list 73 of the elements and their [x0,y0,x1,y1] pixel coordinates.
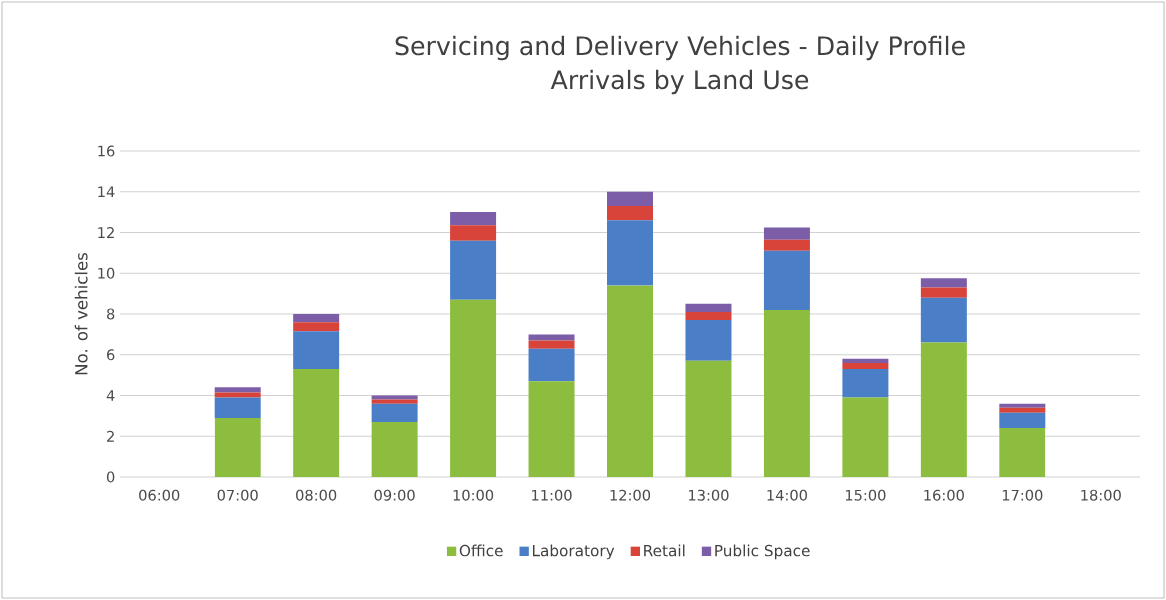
x-tick-label: 11:00 [532,489,572,501]
legend-label: Office [459,544,503,557]
bar [763,250,810,310]
bar [763,309,810,477]
y-tick-label: 12 [98,227,114,238]
x-tick-label: 14:00 [767,489,807,501]
bar [371,399,418,404]
bar [685,360,732,477]
x-tick-label: 07:00 [217,489,258,501]
x-tick-label: 10:00 [453,489,494,501]
bar [607,206,654,221]
bar [607,220,654,286]
y-tick-label: 10 [98,267,115,279]
bar [528,334,575,341]
bar [371,421,418,477]
bar [371,403,418,422]
bar [607,285,654,477]
x-tick-label: 08:00 [296,489,337,501]
bar [293,314,340,323]
x-tick-label: 16:00 [924,489,964,501]
bar [371,395,418,400]
bar [450,240,497,300]
y-tick-label: 6 [107,349,115,361]
bar [685,303,732,312]
x-tick-label: 13:00 [689,489,729,501]
y-tick-label: 4 [106,390,115,401]
chart-subtitle: Arrivals by Land Use [550,69,809,95]
bar [999,407,1046,413]
bar [293,322,340,332]
bar [450,212,497,226]
bar [528,340,575,349]
legend-label: Public Space [715,544,810,560]
bar [528,381,575,477]
y-tick-label: 8 [107,308,115,320]
bar [920,287,967,298]
bar [842,369,889,398]
bar [607,191,654,207]
x-tick-label: 06:00 [139,489,180,501]
bar [214,397,261,418]
bar [763,227,810,240]
bar [685,311,732,321]
bar [685,320,732,361]
x-tick-label: 12:00 [610,489,651,501]
bar [920,342,967,477]
bar [450,299,497,477]
bar [214,417,261,477]
bar [999,412,1046,429]
legend-label: Retail [644,544,685,557]
bar [528,348,575,382]
x-tick-label: 17:00 [1002,489,1043,501]
y-tick-label: 2 [107,430,114,442]
bar [920,297,967,343]
y-tick-label: 16 [98,145,115,157]
bar [999,428,1046,477]
bar [450,225,497,241]
x-tick-label: 18:00 [1081,489,1121,501]
bar [214,392,261,398]
legend-label: Laboratory [532,544,615,560]
bar [763,239,810,251]
y-tick-label: 0 [106,471,115,483]
chart-title: Servicing and Delivery Vehicles - Daily Profile [395,35,965,61]
bar [842,397,889,477]
bar [214,387,261,393]
bar [293,331,340,370]
bar [842,362,889,370]
y-axis-title: No. of vehicles [74,252,88,375]
bar [999,403,1046,408]
x-tick-label: 15:00 [845,489,886,501]
y-tick-label: 14 [98,186,115,198]
bar [293,369,340,477]
x-tick-label: 09:00 [374,489,415,501]
bar [842,358,889,363]
bar [920,278,967,288]
